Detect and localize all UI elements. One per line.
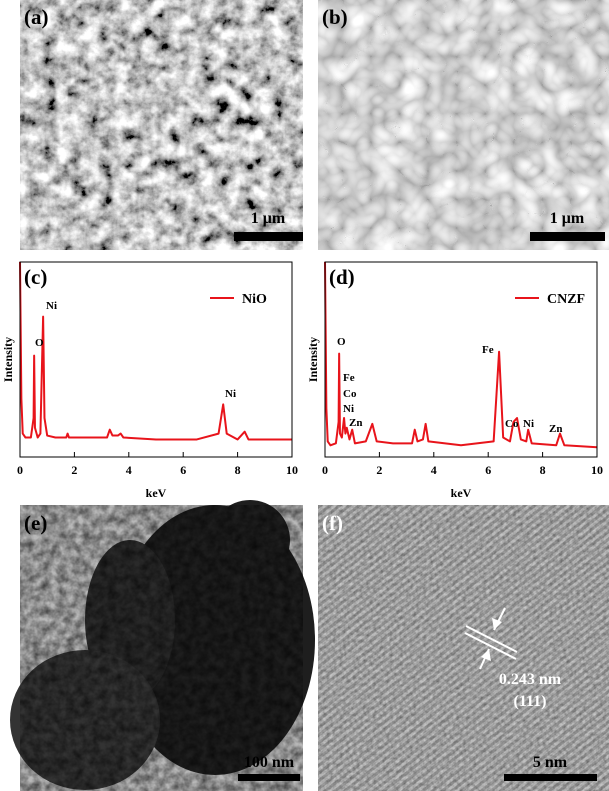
arrow-head xyxy=(481,649,491,661)
spectrum-line xyxy=(19,261,292,441)
panel-label: (c) xyxy=(24,265,47,289)
peak-label: Ni xyxy=(46,300,57,312)
scale-bar-label: 1 μm xyxy=(251,210,286,227)
x-axis-label: keV xyxy=(451,486,472,500)
peak-label: Co xyxy=(343,388,357,400)
tem-image-f xyxy=(318,505,609,791)
arrow-head xyxy=(492,618,502,630)
x-tick-label: 10 xyxy=(286,463,298,477)
peak-label: Co xyxy=(505,418,519,430)
legend-label: NiO xyxy=(242,292,267,307)
peak-label: Ni xyxy=(225,388,236,400)
sem-image-b xyxy=(318,0,609,250)
sem-image-a xyxy=(20,0,303,250)
x-tick-label: 0 xyxy=(17,463,23,477)
annotation: 0.243 nm xyxy=(499,671,562,688)
x-tick-label: 2 xyxy=(71,463,77,477)
peak-label: Fe xyxy=(343,372,355,384)
spectrum-line xyxy=(324,261,598,449)
panel-label: (e) xyxy=(24,511,47,535)
x-tick-label: 2 xyxy=(376,463,382,477)
legend-label: CNZF xyxy=(547,292,585,307)
peak-label: Fe xyxy=(482,344,494,356)
panel-label: (d) xyxy=(329,265,355,289)
panel-label: (a) xyxy=(24,5,49,29)
x-tick-label: 0 xyxy=(322,463,328,477)
x-tick-label: 10 xyxy=(591,463,603,477)
plot-frame xyxy=(324,261,598,458)
peak-label: Ni xyxy=(523,418,534,430)
peak-label: Zn xyxy=(349,417,362,429)
peak-label: Ni xyxy=(343,403,354,415)
peak-label: Zn xyxy=(549,423,562,435)
plot-frame xyxy=(19,261,293,458)
annotation: (111) xyxy=(514,693,547,710)
scale-bar-label: 1 μm xyxy=(550,210,585,227)
x-axis-label: keV xyxy=(146,486,167,500)
x-tick-label: 8 xyxy=(235,463,241,477)
panel-label: (f) xyxy=(322,511,343,535)
peak-label: O xyxy=(35,337,44,349)
peak-label: O xyxy=(337,336,346,348)
scale-bar-label: 100 nm xyxy=(244,754,295,771)
scale-bar-label: 5 nm xyxy=(533,754,568,771)
tem-image-e xyxy=(10,500,315,791)
y-axis-label: Intensity xyxy=(1,337,15,382)
panel-label: (b) xyxy=(322,5,348,29)
x-tick-label: 6 xyxy=(485,463,491,477)
x-tick-label: 6 xyxy=(180,463,186,477)
x-tick-label: 4 xyxy=(126,463,132,477)
x-tick-label: 4 xyxy=(431,463,437,477)
y-axis-label: Intensity xyxy=(306,337,320,382)
x-tick-label: 8 xyxy=(540,463,546,477)
